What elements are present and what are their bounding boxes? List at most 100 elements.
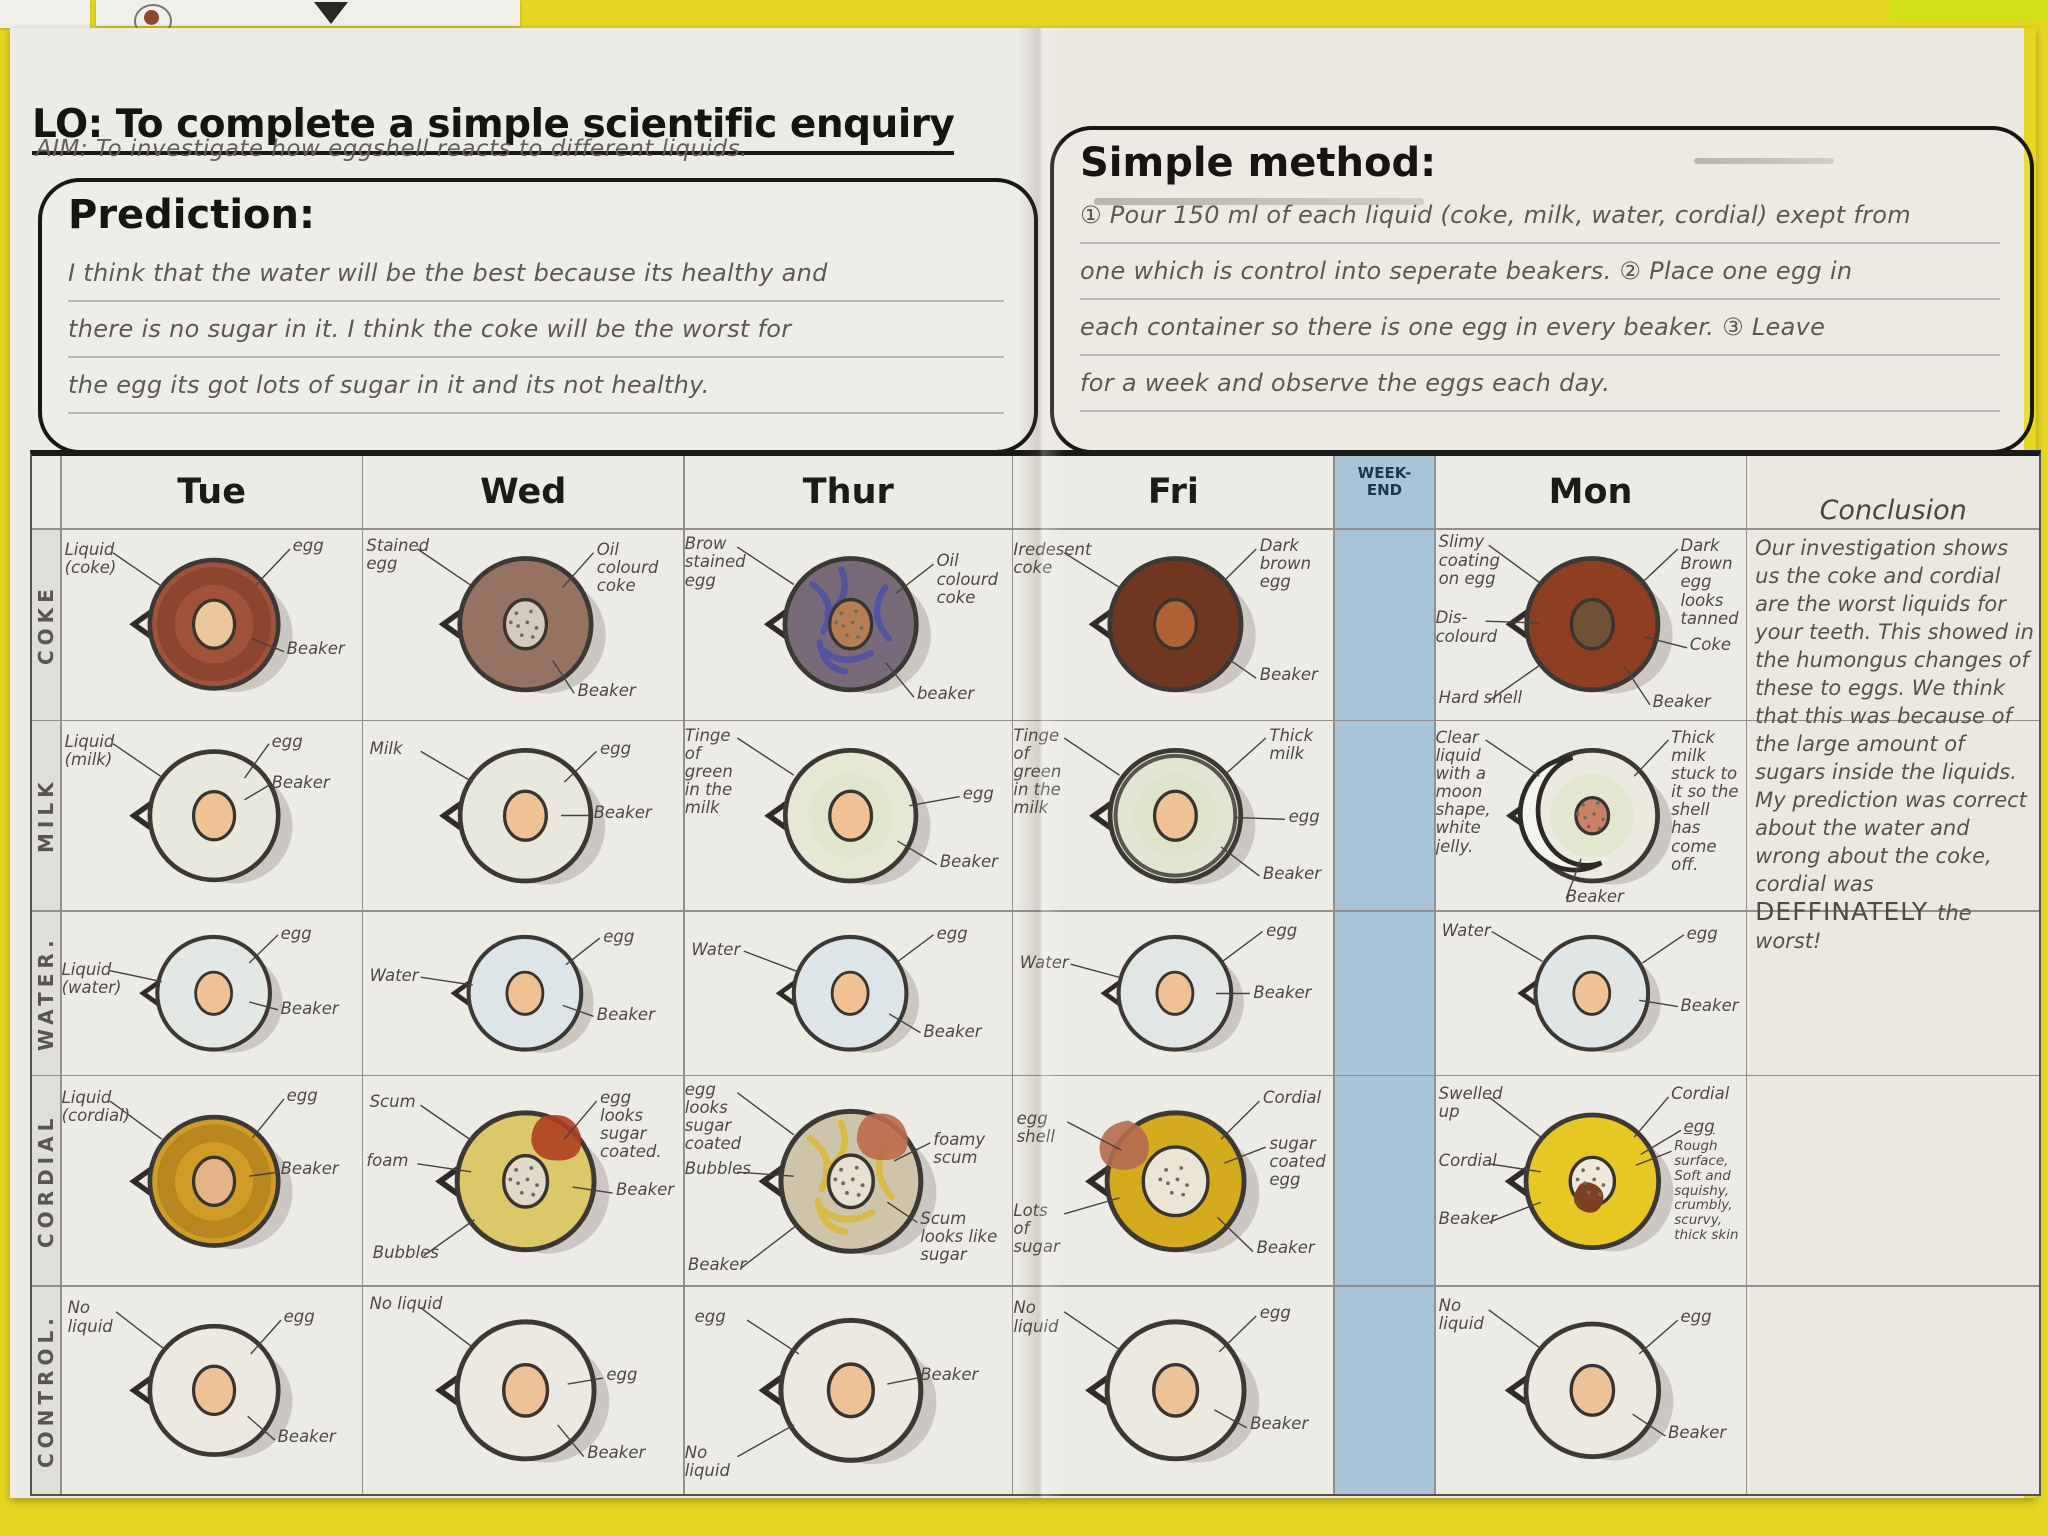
prediction-box: Prediction: I think that the water will … bbox=[38, 178, 1038, 454]
annotation-lines bbox=[62, 530, 362, 720]
annotation: egg bbox=[1680, 1306, 1712, 1326]
annotation: Rough surface, Soft and squishy, crumbly… bbox=[1674, 1138, 1739, 1244]
beaker-drawing bbox=[450, 934, 594, 1053]
weekend-strip bbox=[1334, 1286, 1434, 1494]
annotation: Beaker bbox=[923, 1021, 982, 1041]
obs-cell-control-mon: No liquid egg Beaker bbox=[1435, 1286, 1746, 1494]
notebook-spread: LO: To complete a simple scientific enqu… bbox=[10, 28, 2042, 1498]
annotation-lines bbox=[62, 1287, 362, 1494]
annotation: Bubbles bbox=[372, 1242, 439, 1262]
obs-cell-control-fri: No liquid egg Beaker bbox=[1013, 1286, 1334, 1494]
conclusion-header: Conclusion bbox=[1747, 456, 2040, 528]
obs-cell-control-wed: No liquid egg Beaker bbox=[363, 1286, 684, 1494]
annotation: Cordial bbox=[1438, 1150, 1497, 1170]
obs-cell-cordial-fri: egg shell Cordial sugar coated egg Lots of … bbox=[1013, 1076, 1334, 1286]
annotation: Brow stained egg bbox=[684, 534, 746, 590]
annotation: egg bbox=[694, 1306, 726, 1326]
annotation: egg bbox=[292, 536, 324, 556]
annotation-lines bbox=[1013, 721, 1333, 910]
annotation: Beaker bbox=[1250, 1414, 1309, 1434]
annotation-lines bbox=[363, 530, 683, 720]
annotation-lines bbox=[685, 721, 1012, 910]
annotation: Dark Brown egg looks tanned bbox=[1680, 536, 1739, 628]
weekend-label: WEEK- END bbox=[1357, 464, 1412, 500]
obs-cell-milk-tue: Liquid (milk) egg Beaker bbox=[61, 721, 362, 911]
beaker-drawing bbox=[1505, 1321, 1674, 1461]
annotation: Liquid (cordial) bbox=[61, 1087, 131, 1126]
row-label-water: WATER. bbox=[32, 911, 60, 1075]
annotation-lines bbox=[1436, 530, 1746, 720]
annotation: Tinge of green in the milk bbox=[1013, 725, 1062, 818]
annotation: Liquid (water) bbox=[61, 959, 122, 997]
annotation: No liquid bbox=[67, 1298, 113, 1336]
obs-cell-water-thur: Water egg Beaker bbox=[684, 911, 1012, 1075]
beaker-drawing bbox=[763, 556, 931, 694]
annotation: egg bbox=[1266, 920, 1298, 940]
annotation: egg shell bbox=[1016, 1108, 1055, 1146]
annotation: Tinge of green in the milk bbox=[684, 725, 733, 818]
annotation: Beaker bbox=[1438, 1209, 1497, 1229]
annotation: Water bbox=[369, 966, 419, 986]
annotation-lines bbox=[363, 912, 683, 1075]
prediction-line: there is no sugar in it. I think the cok… bbox=[68, 302, 1004, 358]
annotation: egg bbox=[283, 1306, 315, 1326]
weekend-strip bbox=[1334, 721, 1434, 911]
beaker-drawing bbox=[1506, 747, 1673, 885]
beaker-drawing bbox=[434, 1109, 610, 1254]
obs-cell-coke-thur: Brow stained egg Oil colourd coke beaker bbox=[684, 529, 1012, 720]
beaker-drawing bbox=[128, 749, 293, 884]
annotation: Beaker bbox=[1253, 982, 1312, 1002]
beaker-drawing bbox=[1100, 934, 1244, 1053]
method-text: ① Pour 150 ml of each liquid (coke, milk… bbox=[1080, 188, 2000, 412]
pencil-smudge bbox=[1694, 158, 1834, 164]
annotation: Scum looks like sugar bbox=[920, 1209, 998, 1265]
annotation: Beaker bbox=[277, 1426, 336, 1446]
beaker-drawing bbox=[763, 747, 931, 885]
annotation: Liquid (coke) bbox=[64, 539, 117, 578]
annotation: Water bbox=[1441, 920, 1491, 940]
annotation: Beaker bbox=[577, 680, 636, 700]
beaker-drawing bbox=[1085, 1319, 1260, 1463]
annotation: egg bbox=[962, 784, 994, 804]
annotation: egg looks sugar coated. bbox=[599, 1087, 662, 1162]
annotation: egg looks sugar coated bbox=[684, 1079, 742, 1153]
beaker-drawing bbox=[1085, 1109, 1260, 1254]
annotation: Oil colourd coke bbox=[596, 539, 659, 596]
conclusion-main: Our investigation shows us the coke and … bbox=[1755, 535, 2034, 896]
beaker-drawing bbox=[434, 1319, 610, 1463]
annotation: Beaker bbox=[271, 773, 330, 793]
conclusion-emphasis: DEFFINATELY bbox=[1755, 896, 1938, 926]
annotation: Swelled up bbox=[1438, 1083, 1503, 1121]
annotation: No liquid bbox=[1013, 1298, 1059, 1336]
obs-cell-cordial-thur: egg looks sugar coated Bubbles Beaker foamy… bbox=[684, 1076, 1012, 1286]
annotation: Oil colourd coke bbox=[936, 551, 999, 607]
annotation-lines bbox=[685, 912, 1012, 1075]
annotation: Beaker bbox=[1256, 1238, 1315, 1258]
obs-cell-control-thur: egg No liquid Beaker bbox=[684, 1286, 1012, 1494]
obs-cell-coke-mon: Slimy coating on egg Dis-colourd Hard shel… bbox=[1435, 529, 1746, 720]
annotation: Beaker bbox=[280, 1158, 339, 1178]
annotation: Beaker bbox=[1565, 886, 1624, 906]
obs-cell-cordial-tue: Liquid (cordial) egg Beaker bbox=[61, 1076, 362, 1286]
annotation: Water bbox=[691, 940, 741, 960]
annotation: Cordial bbox=[1262, 1087, 1322, 1107]
row-label-cordial: CORDIAL bbox=[32, 1076, 60, 1286]
beaker-drawing bbox=[1517, 934, 1661, 1053]
row-label-coke: COKE bbox=[32, 529, 60, 720]
annotation: Beaker bbox=[280, 998, 339, 1018]
prediction-heading: Prediction: bbox=[68, 192, 316, 238]
row-label-milk: MILK bbox=[32, 721, 60, 911]
conclusion-text: Our investigation shows us the coke and … bbox=[1755, 534, 2035, 955]
annotation: Beaker bbox=[1680, 995, 1739, 1015]
obs-cell-water-tue: Liquid (water) egg Beaker bbox=[61, 911, 362, 1075]
prediction-line: the egg its got lots of sugar in it and … bbox=[68, 358, 1004, 414]
annotation: Beaker bbox=[688, 1255, 747, 1275]
table-corner bbox=[32, 456, 60, 528]
obs-cell-cordial-mon: Swelled up Cordial Beaker Cordial egg Rough s… bbox=[1435, 1076, 1746, 1286]
annotation-lines bbox=[1436, 1287, 1746, 1494]
annotation: egg bbox=[599, 739, 632, 759]
annotation-lines bbox=[1013, 1076, 1333, 1285]
annotation: egg bbox=[286, 1085, 318, 1105]
annotation: Thick milk bbox=[1269, 725, 1314, 763]
method-heading: Simple method: bbox=[1080, 140, 1437, 186]
